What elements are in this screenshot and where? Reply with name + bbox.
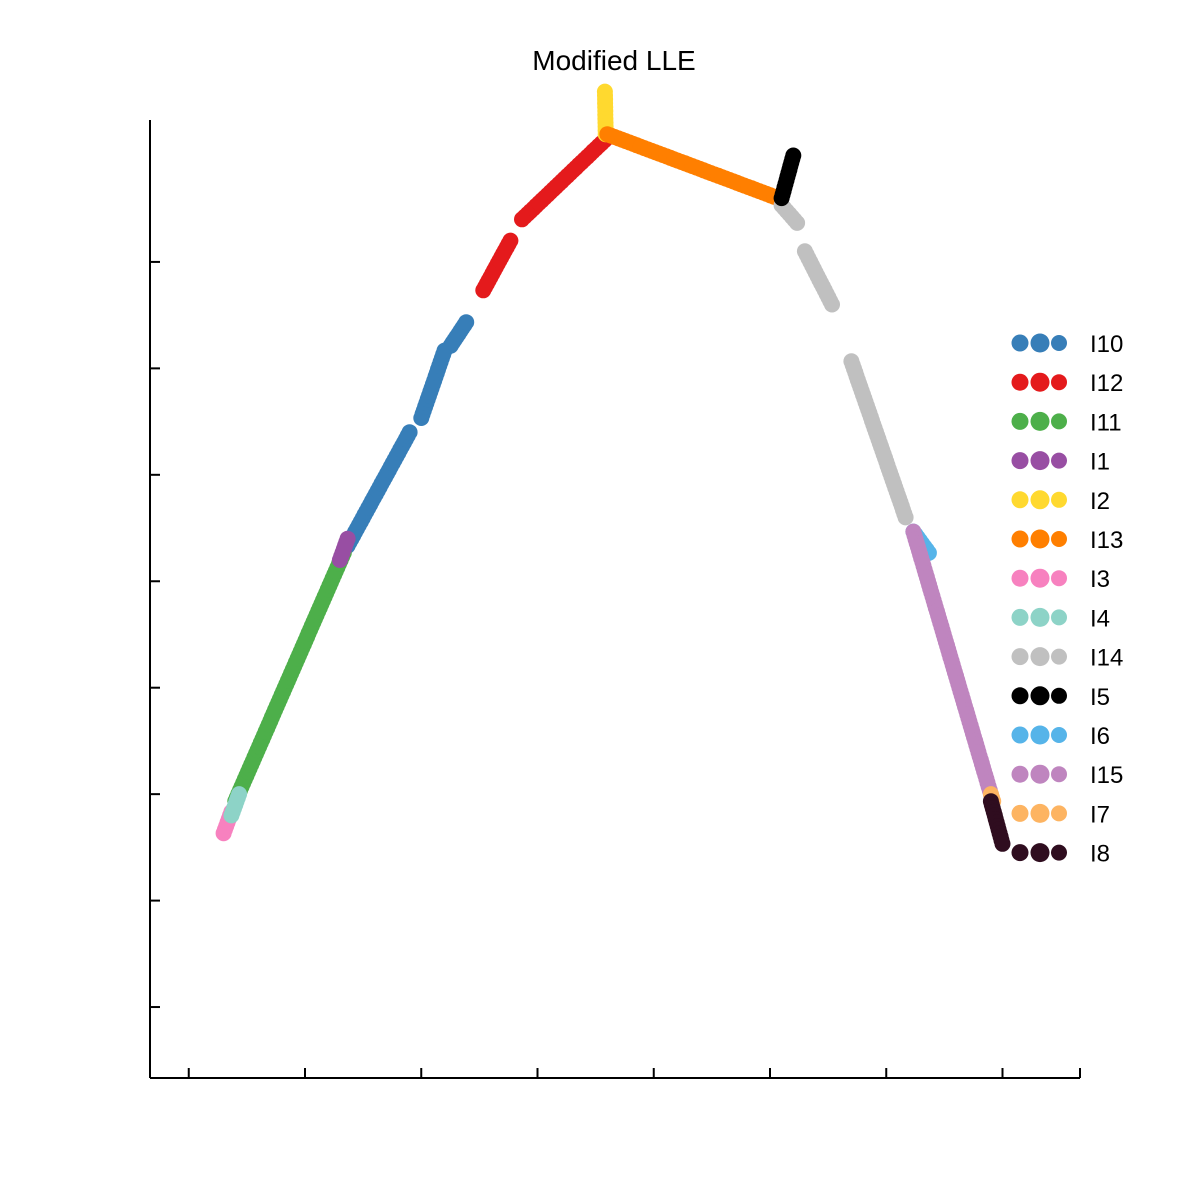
legend-marker [1030,411,1050,431]
legend-label: I13 [1090,527,1123,554]
legend-item-I3: I3 [1011,566,1110,593]
legend-marker [1051,335,1067,351]
legend: I10 I12 I11 I1 I2 I13 I3 I4 I14 I5 I6 I15 I7 I8 [1011,331,1123,868]
legend-item-I12: I12 [1011,370,1123,397]
legend-marker [1011,452,1029,470]
legend-marker [1051,609,1067,626]
legend-label: I3 [1090,566,1110,593]
legend-marker [1051,531,1067,547]
legend-marker [1051,374,1067,391]
legend-marker [1030,607,1050,627]
legend-marker [1030,372,1050,392]
legend-marker [1030,451,1050,471]
legend-marker [1051,844,1067,861]
legend-marker [1011,844,1029,862]
legend-label: I12 [1090,370,1123,397]
legend-marker [1051,805,1067,822]
legend-marker [1030,843,1050,863]
data-point [897,509,914,526]
legend-marker [1051,413,1067,430]
data-point [824,296,840,313]
legend-marker [1051,766,1067,783]
data-point [785,147,802,164]
legend-label: I2 [1090,488,1110,515]
legend-marker [1011,491,1029,509]
series-I5 [773,147,802,207]
legend-label: I15 [1090,762,1123,789]
legend-label: I6 [1090,723,1110,750]
series-I13 [599,126,786,207]
series-I1 [331,530,356,568]
legend-marker [1011,726,1029,744]
legend-label: I8 [1090,841,1110,868]
legend-item-I14: I14 [1011,645,1123,672]
legend-marker [1011,530,1029,548]
legend-item-I15: I15 [1011,762,1123,789]
chart-title: Modified LLE [532,45,695,76]
legend-marker [1030,686,1050,706]
legend-label: I7 [1090,801,1110,828]
legend-marker [1051,452,1067,469]
series-I15 [905,523,999,803]
legend-marker [1030,764,1050,784]
legend-item-I7: I7 [1011,801,1110,828]
data-point [596,83,613,100]
legend-item-I5: I5 [1011,684,1110,711]
data-point [502,232,519,249]
series-I12 [475,129,616,299]
legend-marker [1030,568,1050,588]
data-point [994,835,1011,852]
axes [149,120,1081,1079]
legend-marker [1011,687,1029,705]
data-point [401,424,418,441]
legend-marker [1051,687,1067,704]
legend-marker [1030,529,1050,549]
legend-label: I1 [1090,449,1110,476]
legend-item-I10: I10 [1011,331,1123,358]
legend-marker [1051,491,1067,508]
legend-item-I4: I4 [1011,605,1110,632]
data-points [215,83,1011,852]
series-I14 [773,197,914,526]
legend-marker [1030,725,1050,745]
legend-item-I2: I2 [1011,488,1110,515]
legend-marker [1011,765,1029,783]
series-I11 [227,544,352,810]
legend-item-I6: I6 [1011,723,1110,750]
legend-item-I13: I13 [1011,527,1123,554]
legend-label: I5 [1090,684,1110,711]
legend-label: I10 [1090,331,1123,358]
legend-marker [1011,373,1029,391]
series-I8 [982,793,1011,852]
legend-marker [1011,569,1029,587]
legend-marker [1011,804,1029,822]
legend-marker [1011,648,1029,666]
legend-label: I11 [1090,409,1122,436]
legend-marker [1011,608,1029,626]
legend-item-I8: I8 [1011,841,1110,868]
series-I4 [223,786,248,824]
legend-marker [1030,333,1050,353]
legend-label: I4 [1090,605,1110,632]
legend-marker [1030,490,1050,510]
series-I10 [339,314,475,554]
data-point [458,314,475,331]
legend-marker [1051,727,1067,743]
data-point [339,530,356,547]
legend-item-I11: I11 [1011,409,1122,436]
legend-marker [1030,647,1050,667]
legend-marker [1011,412,1029,430]
legend-marker [1030,803,1050,823]
data-point [789,214,806,231]
data-point [231,786,248,803]
legend-item-I1: I1 [1011,449,1110,476]
legend-label: I14 [1090,645,1123,672]
legend-marker [1051,570,1067,587]
legend-marker [1011,334,1029,352]
legend-marker [1051,648,1067,665]
